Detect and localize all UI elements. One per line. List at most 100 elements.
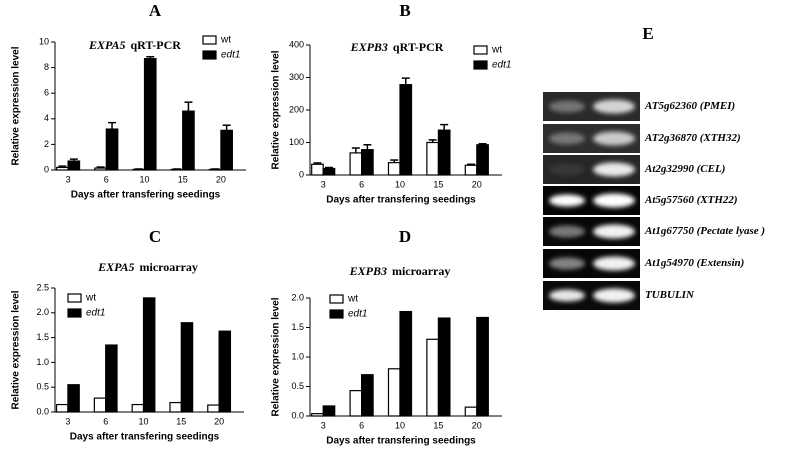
y-axis-title: Relative expression level bbox=[271, 297, 282, 416]
gel-band bbox=[549, 194, 585, 207]
y-tick-label: 0.5 bbox=[291, 381, 304, 391]
x-tick-label: 15 bbox=[433, 420, 443, 430]
legend-label: wt bbox=[491, 45, 502, 56]
error-bar bbox=[324, 166, 333, 169]
gel-band bbox=[593, 288, 635, 303]
bar bbox=[220, 129, 233, 171]
bar bbox=[105, 344, 118, 413]
x-tick-label: 6 bbox=[104, 174, 109, 184]
bar bbox=[426, 338, 440, 417]
legend-label: edt1 bbox=[221, 50, 240, 61]
error-bar bbox=[69, 158, 78, 162]
y-axis-title: Relative expression level bbox=[11, 46, 22, 165]
y-tick-label: 100 bbox=[289, 137, 304, 147]
x-tick-label: 20 bbox=[472, 420, 482, 430]
bar bbox=[464, 164, 478, 176]
error-bar bbox=[351, 147, 360, 153]
y-tick-label: 400 bbox=[289, 39, 304, 49]
legend-label: edt1 bbox=[348, 309, 367, 320]
y-tick-label: 8 bbox=[44, 62, 49, 72]
bar bbox=[67, 160, 81, 171]
y-tick-label: 2 bbox=[44, 139, 49, 149]
error-bar bbox=[58, 165, 67, 168]
chart-title: EXPA5 microarray bbox=[97, 260, 198, 274]
panel-label: D bbox=[399, 227, 411, 246]
bar bbox=[207, 404, 220, 413]
error-bar bbox=[440, 123, 449, 131]
bar bbox=[180, 322, 194, 413]
gel-band bbox=[549, 100, 585, 113]
bar bbox=[311, 163, 324, 176]
legend-swatch bbox=[329, 294, 344, 304]
y-tick-label: 1.0 bbox=[291, 351, 304, 361]
title-gene: EXPB3 bbox=[349, 264, 387, 278]
bar bbox=[182, 110, 195, 171]
y-tick-label: 10 bbox=[39, 36, 49, 46]
x-axis-title: Days after transfering seedings bbox=[326, 436, 476, 447]
panel-label: E bbox=[642, 24, 653, 43]
bar bbox=[131, 403, 145, 413]
gene-label: At1g54970 (Extensin) bbox=[644, 257, 744, 269]
legend-swatch bbox=[202, 35, 217, 45]
x-tick-label: 15 bbox=[433, 179, 443, 189]
legend-label: wt bbox=[85, 293, 96, 304]
x-tick-label: 10 bbox=[139, 174, 149, 184]
x-tick-label: 10 bbox=[395, 420, 405, 430]
x-axis-title: Days after transfering seedings bbox=[326, 195, 476, 206]
bar bbox=[361, 374, 374, 417]
gel-band bbox=[549, 289, 585, 302]
error-bar bbox=[146, 55, 155, 59]
y-tick-label: 1.0 bbox=[36, 357, 49, 367]
legend-swatch bbox=[67, 293, 82, 303]
panel-label: A bbox=[149, 1, 162, 20]
bar bbox=[311, 413, 324, 417]
y-tick-label: 200 bbox=[289, 104, 304, 114]
x-tick-label: 3 bbox=[321, 420, 326, 430]
bar bbox=[387, 368, 401, 417]
chart-title: EXPB3 microarray bbox=[349, 264, 451, 278]
gel-band bbox=[593, 224, 635, 239]
gel-band bbox=[593, 193, 635, 208]
x-tick-label: 20 bbox=[216, 174, 226, 184]
y-tick-label: 0.0 bbox=[291, 410, 304, 420]
gel-band bbox=[593, 99, 635, 114]
title-method: microarray bbox=[140, 260, 198, 274]
y-tick-label: 4 bbox=[44, 113, 49, 123]
x-tick-label: 10 bbox=[138, 416, 148, 426]
title-gene: EXPB3 bbox=[350, 40, 388, 54]
bar bbox=[55, 403, 69, 413]
y-tick-label: 1.5 bbox=[36, 332, 49, 342]
error-bar bbox=[363, 144, 372, 150]
gel-band bbox=[593, 162, 635, 177]
bar bbox=[56, 166, 69, 171]
x-tick-label: 10 bbox=[395, 179, 405, 189]
gene-label: AT2g36870 (XTH32) bbox=[644, 132, 741, 144]
bar bbox=[67, 384, 80, 413]
x-tick-label: 15 bbox=[178, 174, 188, 184]
x-tick-label: 20 bbox=[214, 416, 224, 426]
x-axis-title: Days after transfering seedings bbox=[70, 432, 220, 443]
bar bbox=[322, 167, 336, 176]
gene-label: At2g32990 (CEL) bbox=[644, 163, 725, 175]
chart-title: EXPA5 qRT-PCR bbox=[88, 38, 181, 52]
gel-band bbox=[549, 257, 585, 270]
legend-swatch bbox=[329, 309, 344, 319]
x-tick-label: 20 bbox=[472, 179, 482, 189]
y-tick-label: 6 bbox=[44, 88, 49, 98]
gene-label: At1g67750 (Pectate lyase ) bbox=[644, 225, 765, 237]
y-tick-label: 2.0 bbox=[291, 292, 304, 302]
gene-label: TUBULIN bbox=[645, 289, 695, 301]
bar bbox=[94, 167, 107, 171]
y-tick-label: 0.0 bbox=[36, 406, 49, 416]
legend-swatch bbox=[473, 60, 488, 70]
bar bbox=[93, 397, 107, 413]
title-method: microarray bbox=[392, 264, 450, 278]
x-tick-label: 6 bbox=[103, 416, 108, 426]
y-tick-label: 2.5 bbox=[36, 282, 49, 292]
bar bbox=[218, 330, 232, 413]
gel-band bbox=[593, 131, 635, 146]
bar bbox=[349, 152, 363, 176]
legend-label: wt bbox=[220, 35, 231, 46]
y-tick-label: 300 bbox=[289, 72, 304, 82]
